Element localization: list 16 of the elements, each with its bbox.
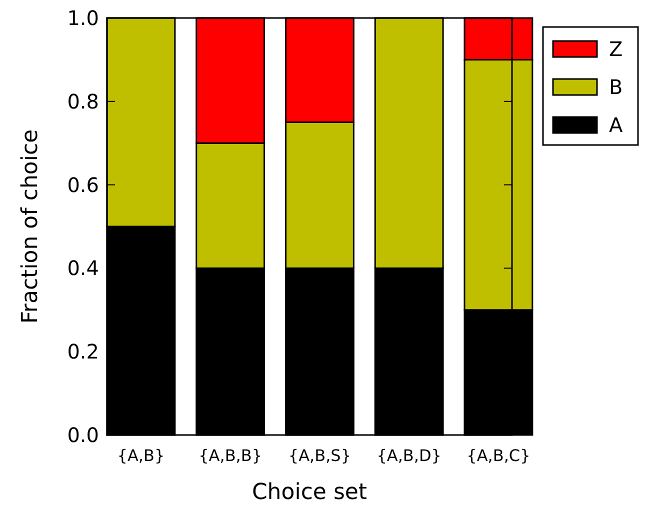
- y-tick-label: 1.0: [67, 6, 99, 30]
- y-tick-label: 0.0: [67, 423, 99, 447]
- legend-label: Z: [609, 37, 623, 61]
- x-axis-title: Choice set: [252, 480, 368, 505]
- legend-label: A: [609, 113, 623, 137]
- x-tick-label: {A,B,C}: [466, 446, 530, 465]
- y-tick-label: 0.4: [67, 256, 99, 280]
- legend-label: B: [609, 75, 623, 99]
- y-tick-label: 0.2: [67, 340, 99, 364]
- x-tick-label: {A,B,S}: [288, 446, 352, 465]
- x-tick-label: {A,B}: [117, 446, 165, 465]
- y-axis-title: Fraction of choice: [18, 129, 43, 324]
- x-tick-label: {A,B,B}: [198, 446, 262, 465]
- x-tick-label: {A,B,D}: [376, 446, 442, 465]
- y-tick-label: 0.6: [67, 172, 99, 197]
- y-tick-label: 0.8: [67, 89, 99, 114]
